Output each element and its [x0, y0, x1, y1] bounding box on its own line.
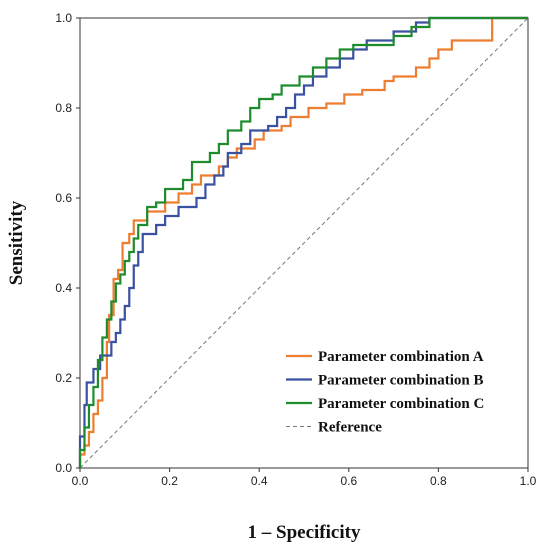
- reference-line: [79, 17, 529, 469]
- y-axis-title: Sensitivity: [6, 200, 27, 285]
- roc-curve-b: [78, 16, 528, 468]
- y-tick-label: 0.4: [55, 281, 72, 295]
- x-tick-label: 0.0: [72, 474, 89, 488]
- series-layer: [78, 16, 528, 468]
- y-tick-label: 0.6: [55, 191, 72, 205]
- legend: Parameter combination A Parameter combina…: [286, 349, 484, 436]
- x-tick-label: 0.4: [251, 474, 268, 488]
- x-axis: 0.0 0.2 0.4 0.6 0.8 1.0: [72, 468, 537, 488]
- y-tick-label: 0.2: [55, 371, 72, 385]
- y-tick-label: 0.0: [55, 461, 72, 475]
- legend-label: Parameter combination B: [318, 373, 484, 389]
- x-tick-label: 0.2: [161, 474, 178, 488]
- x-tick-label: 0.6: [340, 474, 357, 488]
- y-axis: 0.0 0.2 0.4 0.6 0.8 1.0: [55, 11, 80, 475]
- legend-label: Parameter combination A: [318, 349, 484, 365]
- x-tick-label: 0.8: [430, 474, 447, 488]
- legend-label: Parameter combination C: [318, 396, 484, 412]
- y-tick-label: 0.8: [55, 101, 72, 115]
- x-axis-title: 1 – Specificity: [248, 522, 361, 543]
- reference-layer: [79, 17, 529, 469]
- legend-label: Reference: [318, 420, 382, 436]
- roc-curve-c: [78, 16, 528, 468]
- y-tick-label: 1.0: [55, 11, 72, 25]
- x-tick-label: 1.0: [520, 474, 537, 488]
